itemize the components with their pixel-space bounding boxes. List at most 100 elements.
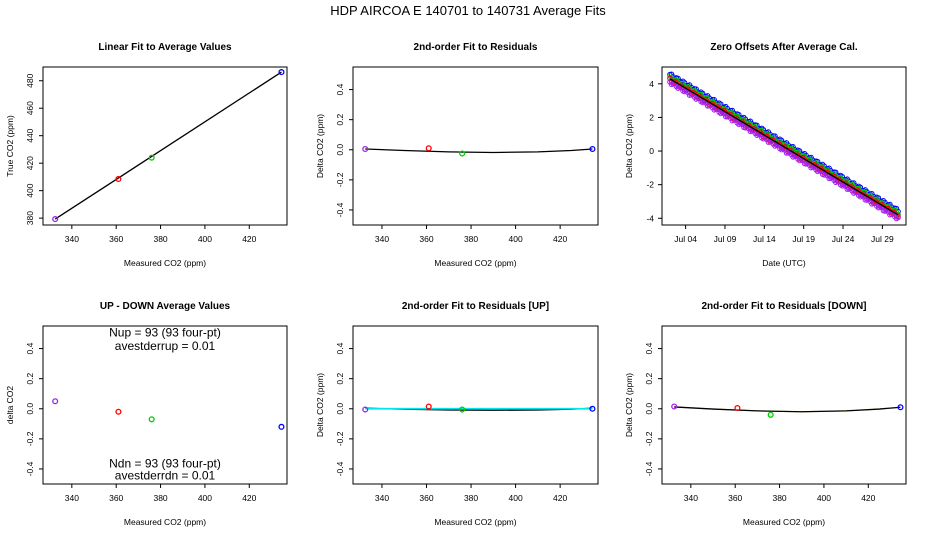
y-tick-label: -0.2: [335, 431, 345, 446]
y-tick-label: 380: [25, 211, 35, 225]
y-axis-label: Delta CO2 (ppm): [624, 114, 634, 178]
x-tick-label: Jul 29: [871, 234, 894, 244]
y-tick-label: 0.4: [335, 342, 345, 354]
data-point: [589, 405, 596, 412]
data-point: [589, 145, 596, 153]
plot-frame: [352, 66, 599, 226]
y-tick-label: -4: [646, 213, 654, 223]
panel-title: Linear Fit to Average Values: [98, 42, 232, 53]
y-tick-label: 400: [25, 183, 35, 197]
data-point: [115, 175, 122, 183]
x-tick-label: 360: [419, 493, 433, 503]
chart-panel-p1: Linear Fit to Average Values 340 360 380 400…: [5, 42, 288, 268]
y-tick-label: 480: [25, 73, 35, 87]
y-tick-label: -0.4: [335, 461, 345, 476]
x-tick-label: Jul 14: [753, 234, 776, 244]
y-tick-label: -0.2: [335, 172, 345, 187]
annotation: avestderrdn = 0.01: [115, 468, 216, 482]
data-point: [459, 150, 466, 157]
chart-panel-p5: 2nd-order Fit to Residuals [UP] 340 360 380…: [315, 301, 599, 527]
figure-title: HDP AIRCOA E 140701 to 140731 Average Fi…: [330, 3, 606, 18]
data-point: [52, 398, 59, 405]
y-tick-label: 0.2: [335, 372, 345, 384]
data-point: [734, 404, 741, 412]
x-tick-label: Jul 09: [714, 234, 737, 244]
y-tick-label: -0.4: [335, 202, 345, 217]
y-tick-label: 0.4: [335, 83, 345, 95]
y-tick-label: 0.0: [335, 403, 345, 415]
x-tick-label: 360: [419, 234, 433, 244]
y-tick-label: 440: [25, 128, 35, 142]
x-tick-label: 380: [772, 493, 786, 503]
y-tick-label: 0.2: [335, 113, 345, 125]
x-tick-label: 400: [508, 493, 522, 503]
x-tick-label: 400: [198, 493, 212, 503]
y-tick-label: 0.4: [25, 342, 35, 354]
panel-title: 2nd-order Fit to Residuals [DOWN]: [702, 301, 867, 312]
fit-line: [54, 71, 282, 220]
data-point: [148, 416, 155, 423]
y-tick-label: 420: [25, 156, 35, 170]
trend-point: [844, 186, 850, 192]
plot-frame: [661, 66, 907, 226]
plot-frame: [352, 325, 599, 485]
x-axis-label: Measured CO2 (ppm): [743, 517, 825, 527]
x-axis-label: Measured CO2 (ppm): [434, 258, 516, 268]
data-point: [362, 145, 369, 153]
y-tick-label: 0: [649, 146, 654, 156]
annotation: Ndn = 93 (93 four-pt): [109, 456, 221, 470]
x-tick-label: Jul 19: [792, 234, 815, 244]
x-tick-label: Jul 24: [832, 234, 855, 244]
x-tick-label: 340: [375, 234, 389, 244]
y-tick-label: 0.2: [25, 372, 35, 384]
data-point: [278, 423, 285, 430]
data-point: [425, 145, 432, 152]
data-point: [148, 154, 155, 161]
y-tick-label: 0.0: [644, 403, 654, 415]
y-tick-label: 0.0: [335, 144, 345, 156]
x-tick-label: 420: [553, 234, 567, 244]
x-tick-label: 340: [65, 493, 79, 503]
trend-point: [895, 214, 901, 221]
y-axis-label: True CO2 (ppm): [5, 115, 15, 177]
x-tick-label: Jul 04: [674, 234, 697, 244]
x-axis-label: Measured CO2 (ppm): [434, 517, 516, 527]
x-tick-label: 420: [242, 234, 256, 244]
plot-frame: [42, 66, 288, 226]
y-tick-label: 0.2: [644, 372, 654, 384]
plot-frame: [42, 325, 288, 485]
y-tick-label: -0.2: [644, 431, 654, 446]
data-point: [425, 403, 432, 410]
fit-line: [365, 148, 593, 154]
x-axis-label: Measured CO2 (ppm): [124, 517, 206, 527]
data-point: [767, 411, 774, 418]
y-tick-label: 0.0: [25, 403, 35, 415]
x-tick-label: 400: [817, 493, 831, 503]
x-tick-label: 380: [153, 234, 167, 244]
y-axis-label: Delta CO2 (ppm): [315, 373, 325, 437]
data-point: [897, 404, 904, 411]
x-tick-label: 360: [728, 493, 742, 503]
plot-frame: [661, 325, 907, 485]
x-tick-label: 360: [109, 493, 123, 503]
x-tick-label: 380: [153, 493, 167, 503]
x-tick-label: 340: [684, 493, 698, 503]
fit-line: [669, 78, 899, 216]
chart-panel-p4: UP - DOWN Average Values 340 360 380 400 420 -…: [5, 301, 288, 527]
x-tick-label: 340: [375, 493, 389, 503]
panel-title: 2nd-order Fit to Residuals: [414, 42, 538, 53]
data-point: [671, 403, 678, 410]
panel-title: UP - DOWN Average Values: [100, 301, 231, 312]
x-tick-label: 420: [861, 493, 875, 503]
x-tick-label: 420: [553, 493, 567, 503]
x-tick-label: 380: [464, 234, 478, 244]
y-tick-label: -2: [646, 180, 654, 190]
x-axis-label: Date (UTC): [762, 258, 806, 268]
annotation: avestderrup = 0.01: [115, 339, 216, 353]
x-tick-label: 420: [242, 493, 256, 503]
data-point: [52, 216, 59, 223]
trend-point: [731, 117, 737, 123]
trend-point: [704, 103, 711, 109]
annotation: Nup = 93 (93 four-pt): [109, 326, 221, 340]
